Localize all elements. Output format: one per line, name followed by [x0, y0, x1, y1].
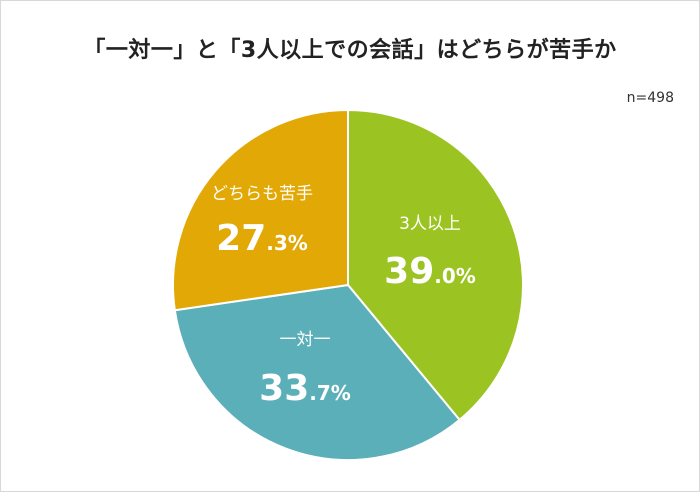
slice-label-three-plus: 3人以上 [399, 214, 461, 234]
slice-label-one-on-one: 一対一 [280, 330, 331, 350]
slice-label-both: どちらも苦手 [211, 184, 313, 204]
slice-value-one-on-one: 33.7% [259, 368, 351, 409]
pie-slice-both [172, 108, 349, 312]
pie-labels: 3人以上 39.0% 一対一 33.7% どちらも苦手 27.3% [211, 184, 476, 409]
slice-value-three-plus: 39.0% [384, 251, 476, 292]
pie-slice-three-plus [347, 108, 524, 422]
chart-title: 「一対一」と「3人以上での会話」はどちらが苦手か [83, 38, 617, 63]
slice-value-both: 27.3% [216, 218, 308, 259]
sample-size-label: n=498 [626, 90, 674, 106]
pie-slices [172, 108, 524, 461]
pie-slice-one-on-one [173, 283, 461, 461]
